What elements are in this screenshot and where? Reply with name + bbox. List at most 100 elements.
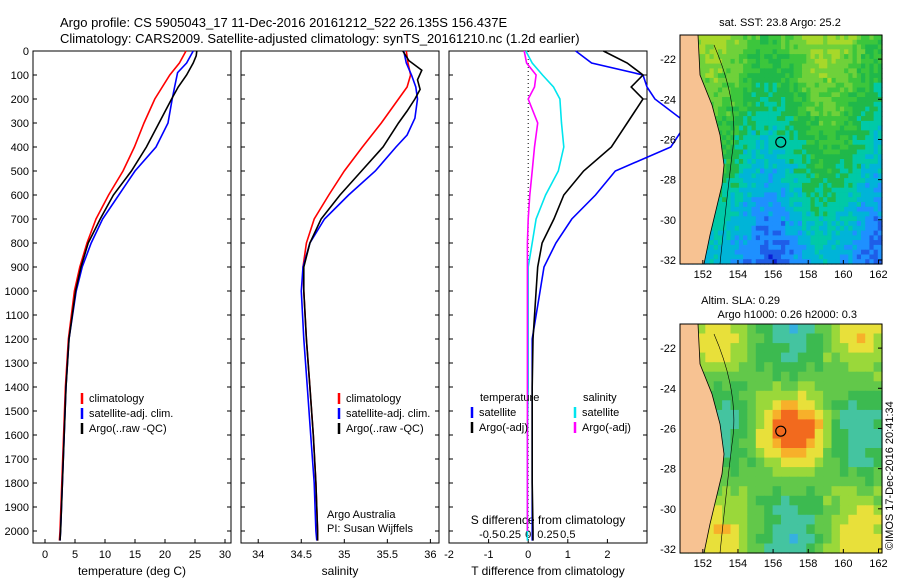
map-cell — [848, 324, 858, 335]
map-cell — [789, 187, 795, 194]
map-cell — [861, 221, 866, 227]
map-cell — [789, 101, 795, 108]
map-cell — [873, 140, 879, 146]
map-cell — [713, 44, 719, 50]
map-cell — [814, 409, 824, 420]
map-cell — [717, 77, 723, 84]
map-cell — [814, 381, 824, 392]
map-cell — [781, 438, 790, 449]
map-cell — [789, 333, 799, 344]
map-cell — [793, 254, 799, 260]
map-cell — [776, 58, 782, 65]
map-cell — [747, 254, 753, 260]
map-cell — [806, 240, 812, 246]
map-cell — [764, 371, 774, 382]
map-cell — [806, 135, 812, 141]
map-cell — [839, 58, 845, 65]
map-cell — [873, 197, 879, 203]
map-cell — [722, 225, 727, 232]
map-cell — [839, 244, 845, 251]
map-cell — [747, 505, 757, 516]
map-cell — [781, 216, 786, 222]
map-cell — [827, 254, 833, 260]
map-cell — [877, 173, 883, 179]
map-cell — [772, 163, 778, 170]
map-cell — [781, 419, 790, 430]
map-cell — [844, 206, 849, 213]
map-cell — [772, 457, 782, 468]
map-cell — [734, 54, 740, 60]
map-cell — [772, 240, 778, 246]
map-cell — [776, 182, 782, 189]
map-cell — [873, 135, 879, 141]
map-cell — [743, 116, 748, 122]
map-cell — [835, 63, 841, 69]
map-cell — [726, 249, 732, 256]
map-cell — [730, 390, 740, 401]
map-cell — [848, 206, 854, 213]
map-cell — [768, 230, 774, 236]
map-cell — [785, 116, 790, 122]
map-cell — [785, 178, 790, 184]
map-cell — [772, 58, 778, 65]
depth-tick-label: 100 — [11, 70, 29, 82]
map-cell — [747, 192, 753, 198]
map-cell — [797, 58, 803, 65]
map-cell — [776, 159, 782, 165]
map-cell — [810, 87, 816, 93]
map-cell — [713, 211, 719, 217]
map-cell — [844, 235, 849, 241]
map-cell — [865, 400, 875, 411]
map-cell — [772, 101, 778, 108]
map-cell — [768, 168, 774, 174]
map-cell — [818, 244, 824, 251]
map-cell — [713, 343, 723, 354]
map-cell — [734, 77, 740, 84]
map-cell — [873, 187, 879, 194]
map-cell — [835, 202, 841, 208]
map-cell — [772, 106, 778, 112]
map-cell — [873, 381, 883, 392]
map-cell — [869, 187, 875, 194]
map-cell — [730, 543, 740, 554]
map-cell — [768, 68, 774, 74]
map-cell — [722, 254, 727, 260]
map-cell — [797, 92, 803, 98]
map-cell — [818, 49, 824, 55]
map-cell — [751, 230, 757, 236]
map-cell — [823, 448, 833, 459]
map-cell — [696, 343, 706, 354]
map-cell — [823, 230, 828, 236]
map-cell — [802, 54, 807, 60]
map-cell — [844, 135, 849, 141]
map-cell — [709, 44, 715, 50]
map-cell — [823, 400, 833, 411]
map-cell — [705, 259, 711, 265]
map-cell — [873, 77, 879, 84]
map-cell — [738, 197, 744, 203]
map-cell — [772, 244, 778, 251]
map-cell — [726, 192, 732, 198]
map-cell — [726, 168, 732, 174]
map-cell — [789, 120, 795, 127]
map-cell — [869, 58, 875, 65]
map-cell — [802, 168, 807, 174]
map-cell — [873, 216, 879, 222]
map-cell — [722, 202, 727, 208]
map-cell — [738, 524, 748, 535]
map-cell — [747, 216, 753, 222]
map-cell — [865, 144, 870, 151]
map-cell — [810, 173, 816, 179]
map-cell — [734, 168, 740, 174]
map-cell — [760, 97, 765, 103]
map-cell — [818, 192, 824, 198]
map-cell — [835, 240, 841, 246]
map-cell — [717, 54, 723, 60]
map-cell — [730, 254, 736, 260]
map-cell — [781, 68, 786, 74]
map-cell — [852, 206, 858, 213]
map-cell — [760, 82, 765, 89]
map-cell — [776, 216, 782, 222]
map-cell — [781, 130, 786, 136]
map-cell — [730, 82, 736, 89]
